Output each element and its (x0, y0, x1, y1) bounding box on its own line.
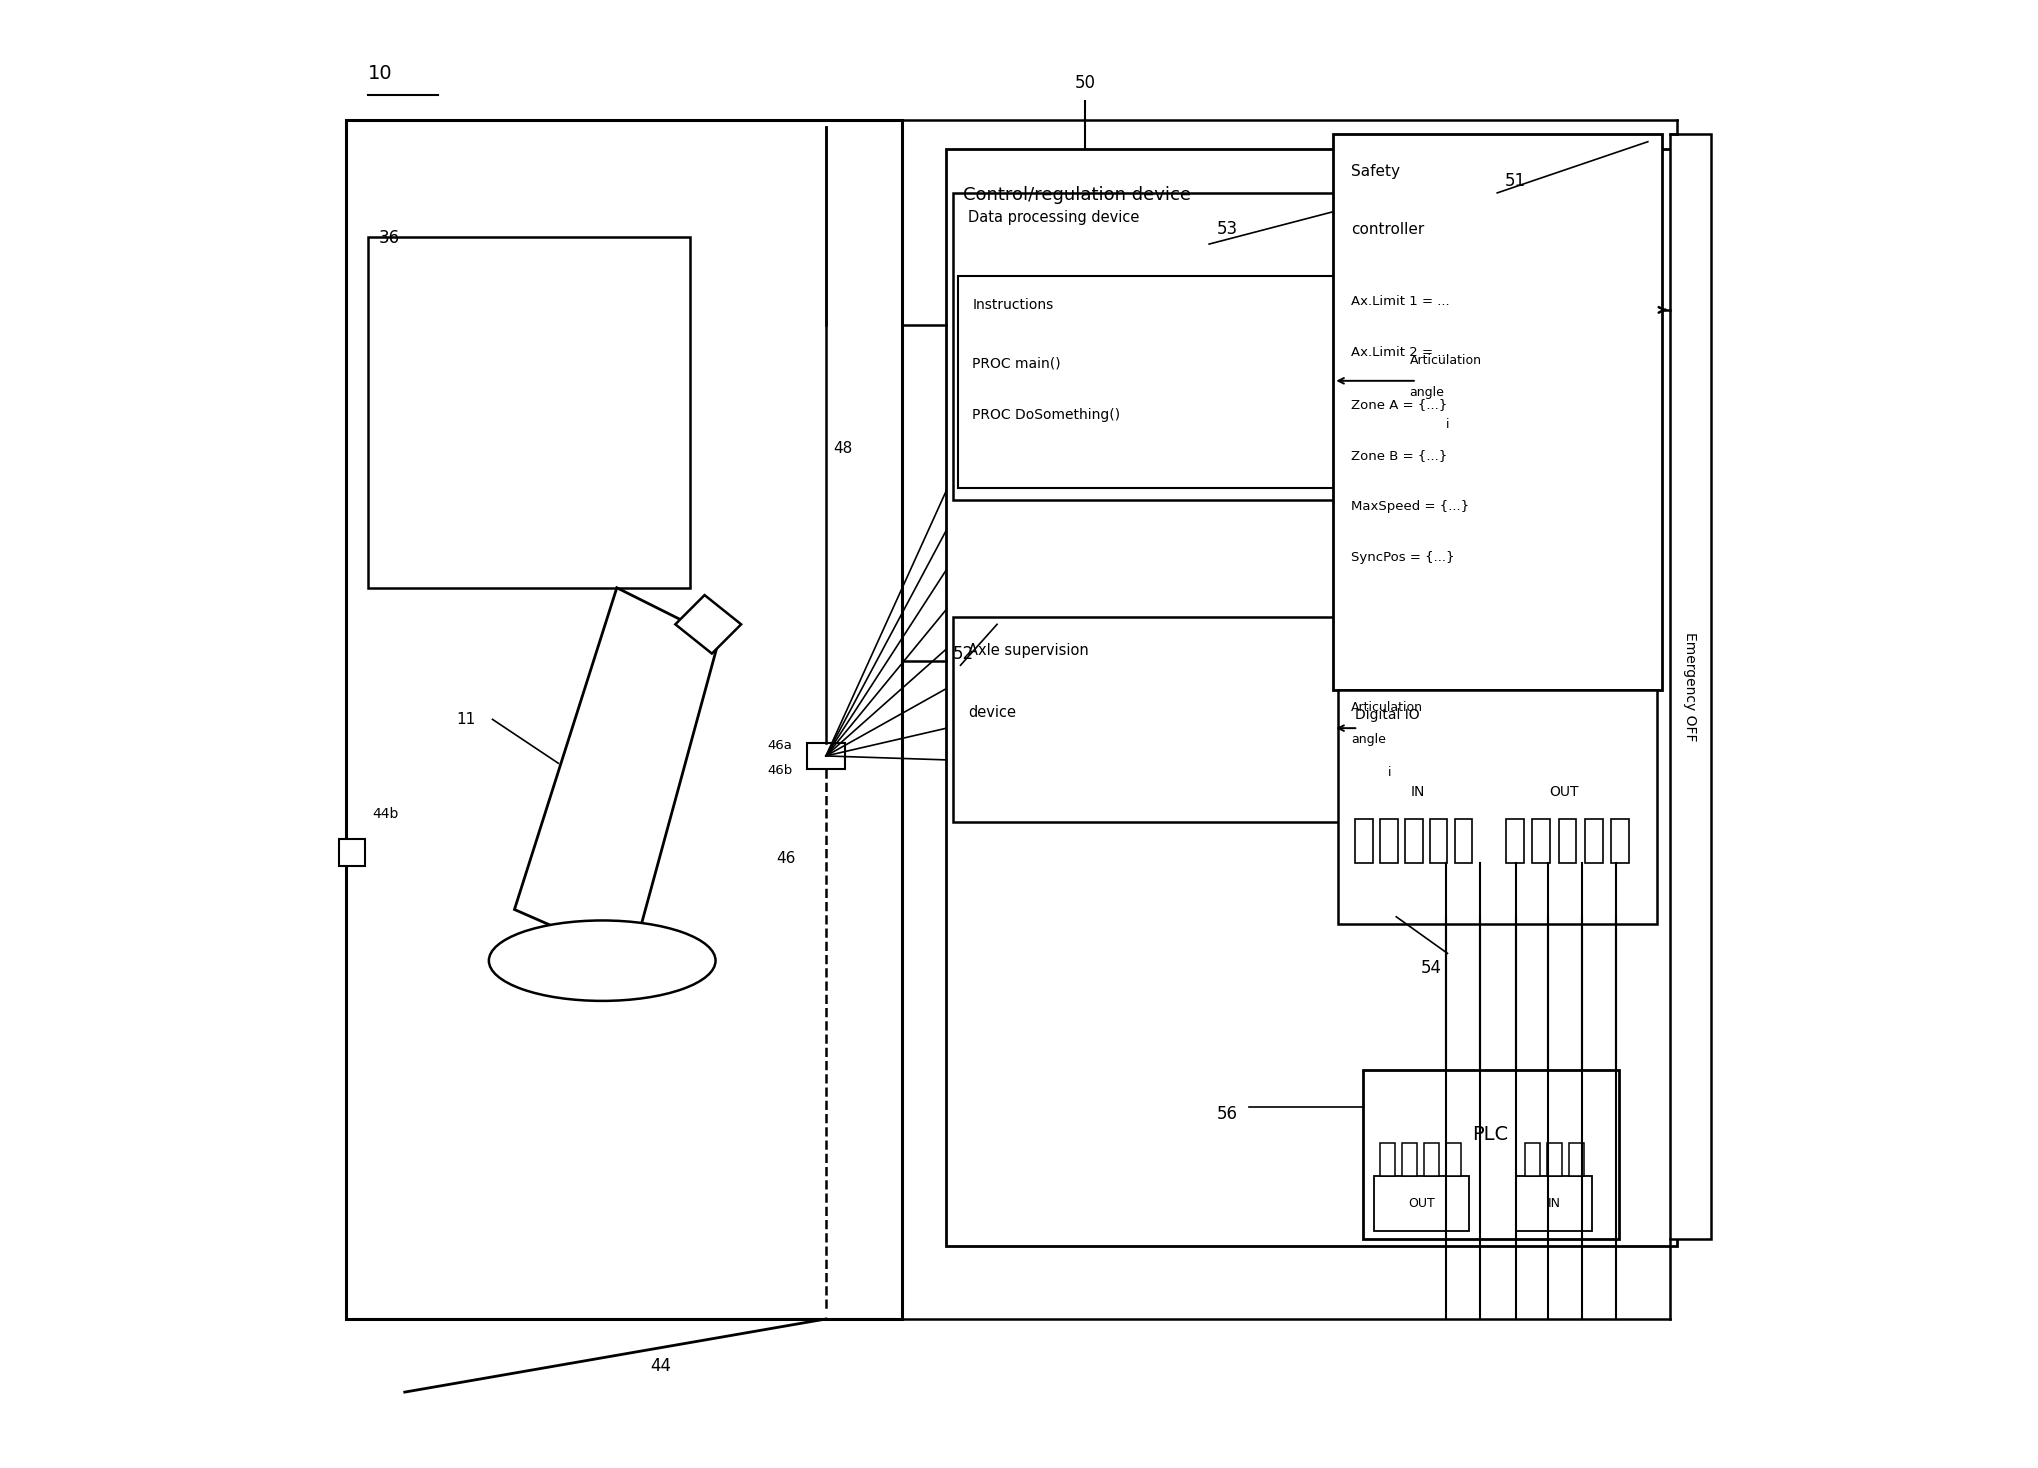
Text: Articulation: Articulation (1410, 354, 1482, 367)
Text: Ax.Limit 1 = ...: Ax.Limit 1 = ... (1351, 295, 1449, 308)
Bar (946, 150, 1677, 1246)
Text: Zone A = {...}: Zone A = {...} (1351, 398, 1447, 411)
Text: 44: 44 (650, 1356, 671, 1374)
Bar (1506, 819, 1524, 863)
Text: angle: angle (1410, 386, 1445, 399)
Bar (1612, 819, 1628, 863)
Ellipse shape (489, 920, 715, 1001)
Text: PROC DoSomething(): PROC DoSomething() (972, 408, 1121, 421)
Text: Digital IO: Digital IO (1355, 708, 1420, 722)
Text: 50: 50 (1074, 75, 1094, 92)
Text: Instructions: Instructions (972, 298, 1054, 313)
Bar (807, 743, 846, 769)
Bar (1404, 819, 1423, 863)
Text: Safety: Safety (1351, 163, 1400, 179)
Text: controller: controller (1351, 222, 1425, 238)
Text: IN: IN (1547, 1196, 1561, 1210)
Bar (954, 192, 1406, 501)
Bar (1337, 690, 1657, 925)
Bar (958, 276, 1404, 489)
Text: Zone B = {...}: Zone B = {...} (1351, 449, 1447, 462)
Text: i: i (1447, 418, 1449, 432)
Bar (1569, 1144, 1584, 1176)
Bar (1374, 1176, 1469, 1232)
Text: device: device (968, 705, 1015, 719)
Text: IN: IN (1410, 785, 1425, 800)
Polygon shape (514, 587, 719, 960)
Text: OUT: OUT (1408, 1196, 1435, 1210)
Text: 53: 53 (1217, 220, 1237, 238)
Text: Emergency OFF: Emergency OFF (1683, 631, 1698, 741)
Text: 36: 36 (379, 229, 399, 248)
Bar (954, 617, 1347, 822)
Text: 48: 48 (834, 442, 852, 457)
Bar (1455, 819, 1471, 863)
Bar (1669, 135, 1710, 1239)
Bar (1402, 1144, 1416, 1176)
Text: 46b: 46b (768, 763, 793, 777)
Text: Control/regulation device: Control/regulation device (964, 185, 1192, 204)
Bar (338, 840, 365, 866)
Bar (1586, 819, 1602, 863)
Bar (1363, 1070, 1618, 1239)
Text: 52: 52 (954, 644, 974, 662)
Text: MaxSpeed = {...}: MaxSpeed = {...} (1351, 501, 1469, 512)
Text: 10: 10 (369, 65, 393, 84)
Bar (1333, 135, 1663, 690)
Text: 54: 54 (1420, 959, 1443, 978)
Bar (369, 236, 691, 587)
Polygon shape (675, 595, 742, 653)
Bar (1447, 1144, 1461, 1176)
Text: Axle supervision: Axle supervision (968, 643, 1088, 658)
Text: PROC main(): PROC main() (972, 357, 1062, 371)
Bar (1380, 1144, 1394, 1176)
Text: 56: 56 (1217, 1105, 1237, 1123)
Text: Data processing device: Data processing device (968, 210, 1139, 226)
Bar (1431, 819, 1447, 863)
Bar (1524, 1144, 1539, 1176)
Bar (1559, 819, 1575, 863)
Text: Articulation: Articulation (1351, 702, 1423, 713)
Text: PLC: PLC (1473, 1124, 1508, 1144)
Bar (346, 120, 903, 1318)
Bar (1355, 819, 1374, 863)
Bar (1547, 1144, 1561, 1176)
Text: 44b: 44b (373, 807, 399, 822)
Bar (1380, 819, 1398, 863)
Bar (1425, 1144, 1439, 1176)
Text: 51: 51 (1504, 172, 1526, 191)
Text: 46: 46 (776, 851, 795, 866)
Text: 11: 11 (457, 712, 475, 727)
Text: Ax.Limit 2 = ...: Ax.Limit 2 = ... (1351, 346, 1449, 360)
Text: 46a: 46a (768, 740, 793, 752)
Text: i: i (1388, 765, 1392, 778)
Text: angle: angle (1351, 734, 1386, 746)
Bar (1516, 1176, 1592, 1232)
Bar (1533, 819, 1549, 863)
Text: SyncPos = {...}: SyncPos = {...} (1351, 550, 1455, 564)
Text: OUT: OUT (1549, 785, 1579, 800)
